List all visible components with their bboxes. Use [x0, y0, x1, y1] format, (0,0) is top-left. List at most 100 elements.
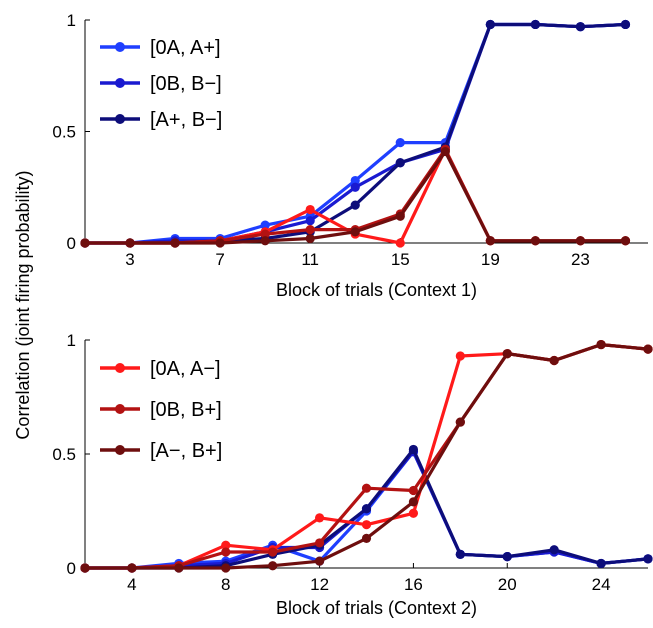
legend-label: [A+, B−] [150, 109, 222, 131]
data-point [485, 19, 495, 30]
y-tick-label: 0 [67, 234, 76, 253]
x-tick-label: 23 [571, 250, 590, 269]
data-point [221, 540, 231, 550]
x-axis-label: Block of trials (Context 2) [276, 598, 477, 618]
data-point [620, 19, 631, 30]
x-tick-label: 8 [221, 575, 230, 594]
data-point [260, 229, 270, 239]
data-point [350, 175, 360, 186]
x-tick-label: 4 [127, 575, 136, 594]
data-point [620, 236, 631, 246]
data-point [575, 22, 586, 32]
x-tick-label: 15 [391, 250, 410, 269]
data-point [408, 508, 419, 518]
data-point [643, 344, 653, 354]
data-point [305, 204, 315, 215]
legend-entry: [0A, A+] [100, 37, 221, 59]
x-tick-label: 24 [592, 575, 611, 594]
legend-entry: [A−, B+] [100, 440, 222, 462]
data-point [260, 236, 270, 246]
legend-swatch-marker [115, 404, 125, 414]
data-point [440, 146, 450, 157]
data-point [395, 238, 405, 248]
legend-swatch-marker [115, 114, 125, 124]
data-point [260, 220, 270, 230]
data-point [314, 513, 325, 523]
legend-entry: [0B, B+] [100, 399, 222, 421]
y-tick-label: 0.5 [52, 445, 76, 464]
legend-label: [0A, A+] [150, 37, 221, 59]
data-point [361, 520, 372, 530]
data-point [125, 238, 135, 248]
legend-swatch-marker [115, 42, 125, 52]
data-point [305, 233, 315, 244]
data-point [221, 563, 231, 573]
data-point [268, 561, 278, 571]
data-point [455, 549, 465, 559]
series-6 [80, 339, 653, 573]
data-point [170, 238, 180, 248]
legend-label: [A−, B+] [150, 440, 222, 462]
data-point [350, 227, 360, 237]
x-axis-label: Block of trials (Context 1) [276, 280, 477, 300]
legend-entry: [0A, A−] [100, 358, 221, 380]
legend-swatch-marker [115, 445, 125, 455]
data-point [395, 158, 405, 168]
y-axis-label: Correlation (joint firing probability) [13, 170, 33, 439]
data-point [350, 200, 360, 210]
data-point [455, 351, 465, 361]
data-point [408, 444, 419, 455]
x-tick-label: 3 [125, 250, 134, 269]
data-point [361, 483, 372, 493]
legend-label: [0A, A−] [150, 358, 221, 380]
data-point [455, 417, 465, 427]
data-point [221, 547, 231, 557]
x-tick-label: 11 [301, 250, 319, 269]
data-point [596, 339, 606, 350]
x-tick-label: 19 [481, 250, 500, 269]
y-tick-label: 0.5 [52, 123, 76, 142]
data-point [530, 236, 541, 246]
y-tick-label: 1 [67, 331, 76, 350]
data-point [485, 236, 495, 246]
series-3 [80, 444, 653, 573]
legend-swatch-marker [115, 78, 125, 88]
chart-panel-2: 0 0.5 1 4 8 12 16 20 24 Block of trials (Context … [52, 331, 653, 618]
y-tick-label: 1 [67, 11, 76, 30]
x-tick-label: 20 [498, 575, 517, 594]
chart-panel-1: 0 0.5 1 3 7 11 15 19 23 Block of trials (Context … [52, 11, 648, 300]
data-point [268, 547, 278, 557]
data-point [361, 504, 372, 514]
data-point [314, 556, 325, 566]
data-point [575, 236, 586, 246]
data-point [127, 563, 137, 573]
legend-entry: [A+, B−] [100, 109, 222, 131]
y-tick-label: 0 [67, 559, 76, 578]
x-tick-label: 12 [310, 575, 329, 594]
data-point [530, 19, 541, 30]
data-point [361, 533, 372, 543]
data-point [314, 538, 325, 548]
data-point [350, 182, 360, 192]
legend-label: [0B, B−] [150, 73, 222, 95]
data-point [395, 211, 405, 221]
data-point [596, 558, 606, 569]
data-point [305, 225, 315, 235]
legend-entry: [0B, B−] [100, 73, 222, 95]
data-point [549, 355, 559, 366]
data-point [174, 563, 184, 573]
data-point [80, 563, 90, 573]
series-6 [80, 146, 631, 248]
data-point [502, 552, 512, 562]
data-point [80, 238, 90, 248]
data-point [305, 216, 315, 226]
data-point [502, 349, 512, 359]
x-tick-label: 16 [404, 575, 423, 594]
data-point [549, 545, 559, 555]
data-point [408, 485, 419, 496]
legend-label: [0B, B+] [150, 399, 222, 421]
x-tick-label: 7 [215, 250, 224, 269]
data-point [215, 238, 225, 248]
